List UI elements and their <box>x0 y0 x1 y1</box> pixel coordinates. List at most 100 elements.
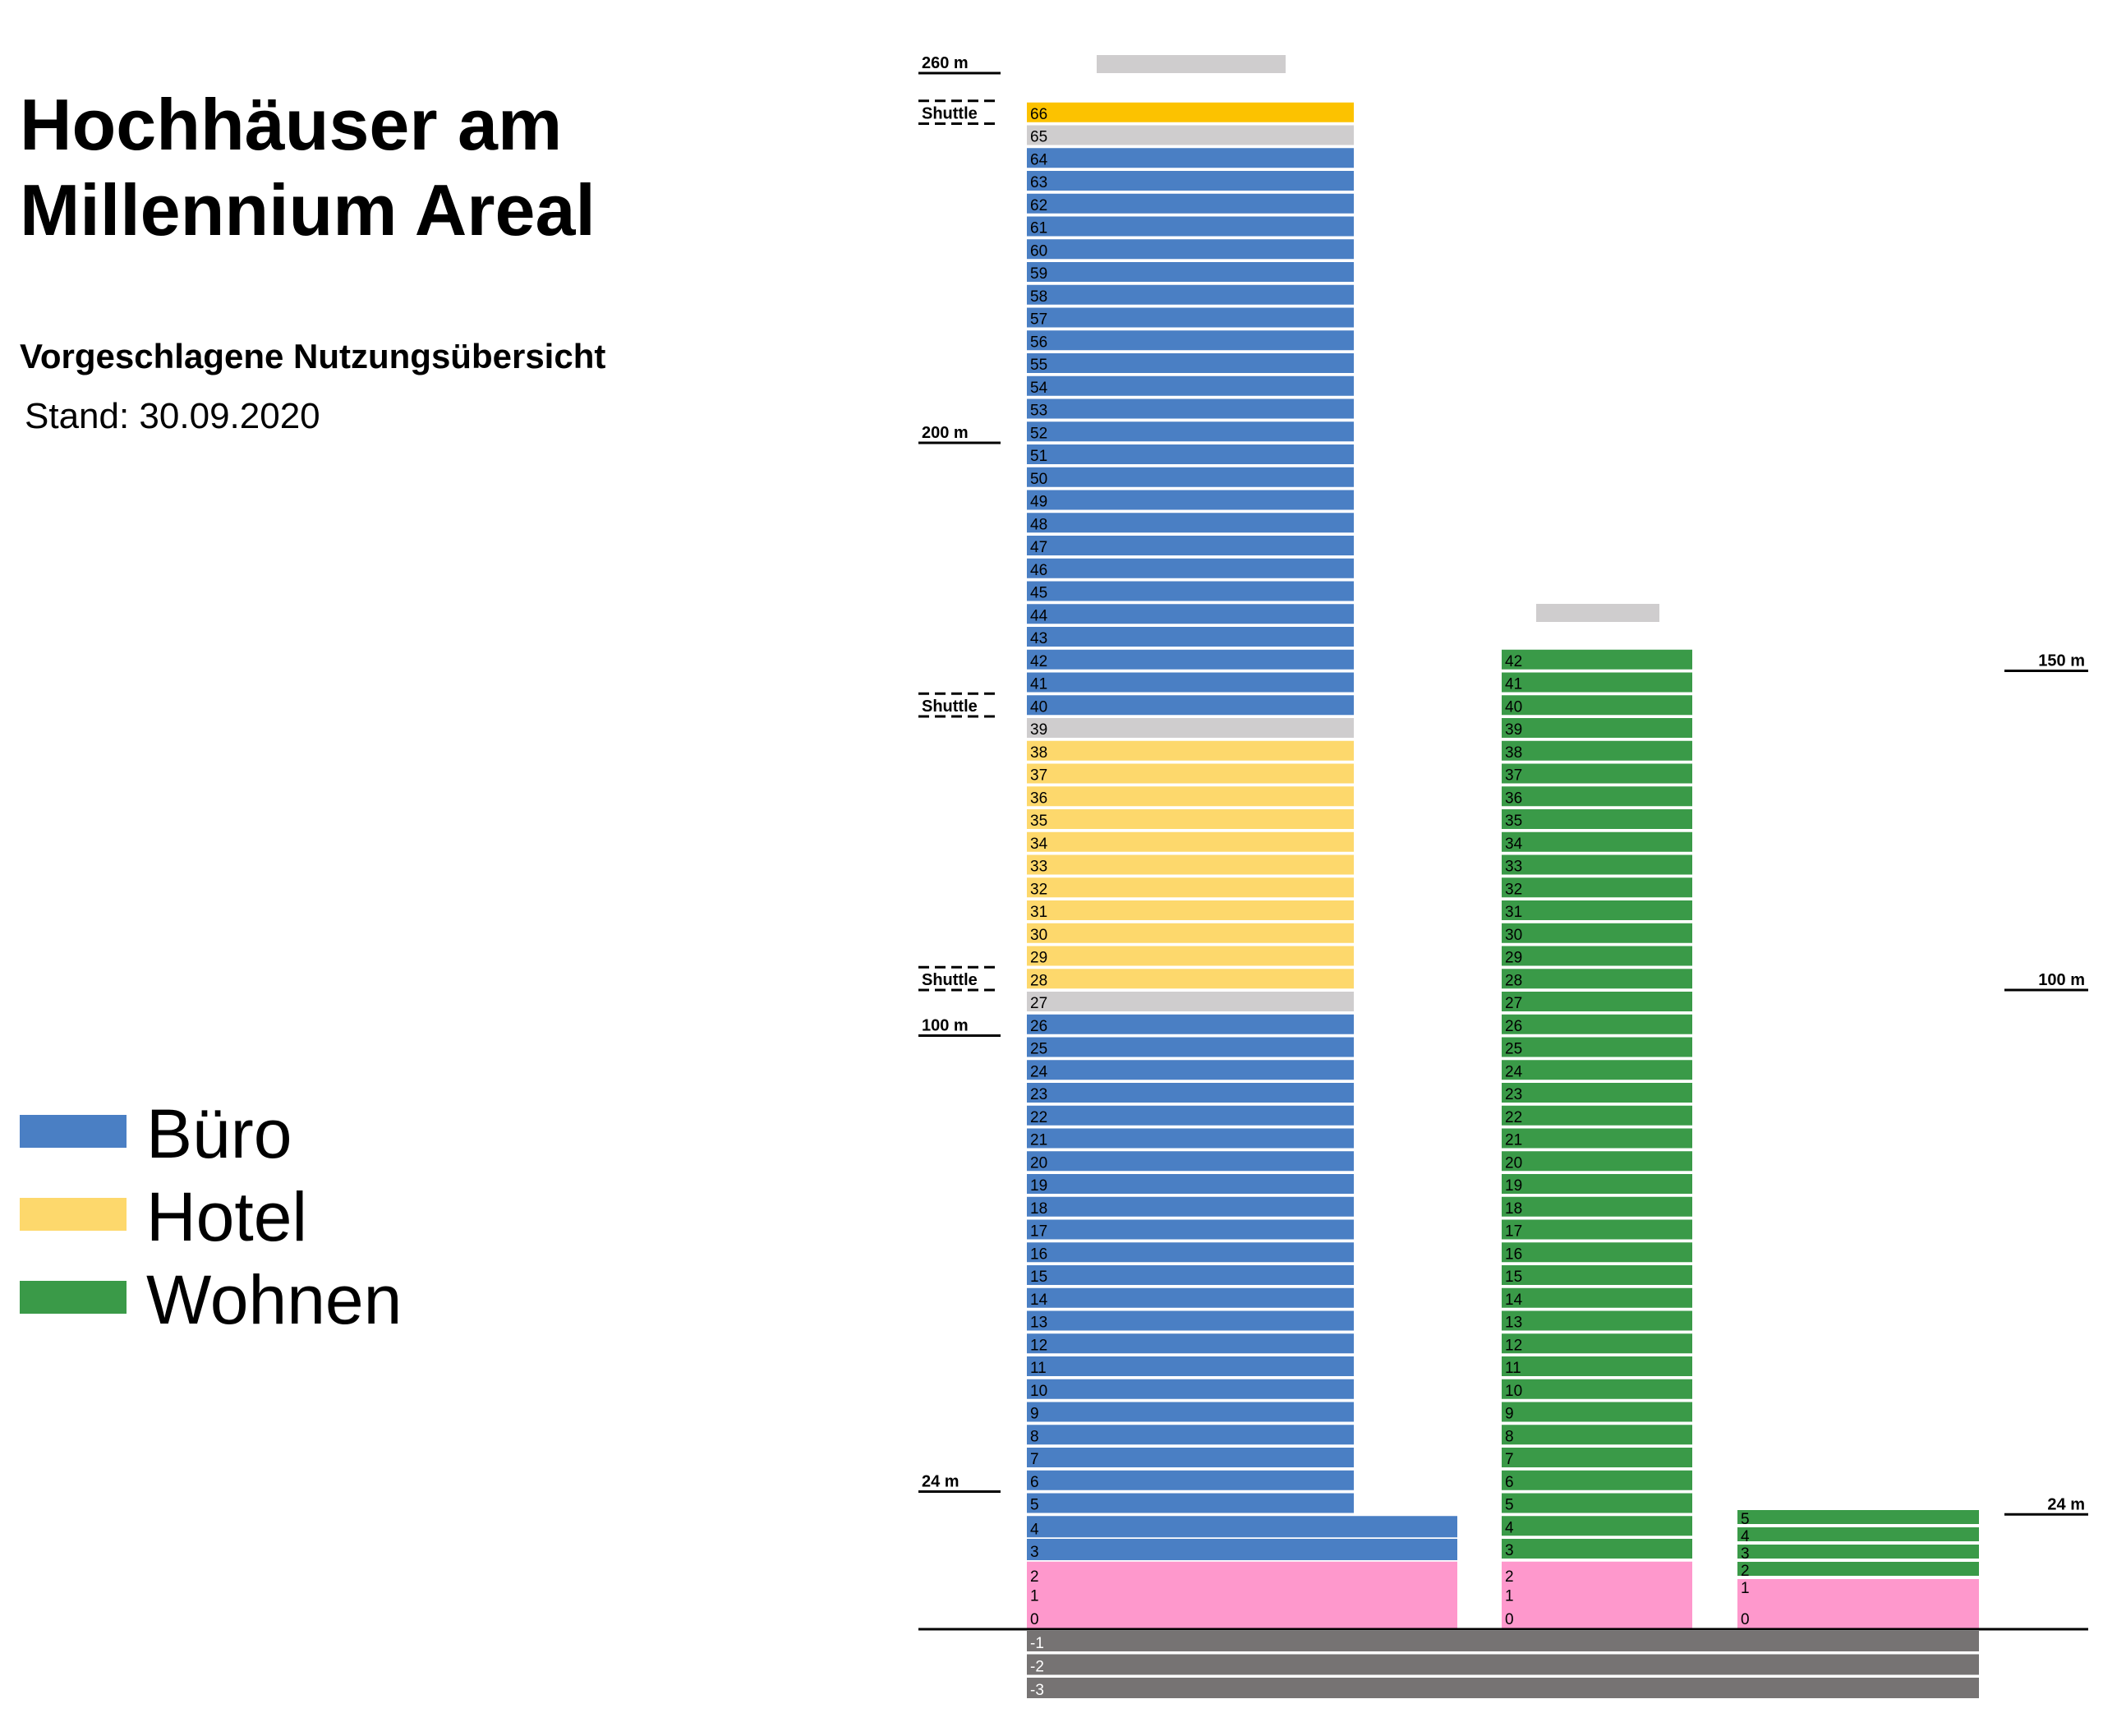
tower-2-floor-31: 31 <box>1502 900 1692 921</box>
tower-1-floor-8: 8 <box>1027 1425 1354 1445</box>
floor-bar <box>1027 1060 1354 1080</box>
floor-label: 9 <box>1505 1406 1514 1423</box>
floor-bar <box>1027 877 1354 898</box>
floor-bar <box>1027 1561 1457 1585</box>
floor-bar <box>1027 216 1354 237</box>
floor-bar <box>1027 307 1354 328</box>
floor-bar <box>1737 1510 1979 1524</box>
tower-2-floor-29: 29 <box>1502 946 1692 967</box>
floor-label: 3 <box>1741 1545 1750 1563</box>
floor-label: 41 <box>1030 676 1047 693</box>
tower-1-floor-32: 32 <box>1027 877 1354 898</box>
floor-label: 4 <box>1505 1519 1514 1536</box>
floor-label: 48 <box>1030 516 1047 533</box>
tower-1-floor-60: 60 <box>1027 239 1354 260</box>
marker-label: 260 m <box>922 54 969 72</box>
floor-bar <box>1502 672 1692 693</box>
floor-bar <box>1027 1174 1354 1194</box>
tower-1-floor-37: 37 <box>1027 763 1354 785</box>
floor-label: 30 <box>1030 927 1047 944</box>
floor-label: 25 <box>1030 1041 1047 1058</box>
floor-label: 11 <box>1505 1360 1521 1377</box>
floor-label: 12 <box>1505 1337 1522 1354</box>
floor-label: 27 <box>1030 995 1047 1012</box>
tower-2-floor-15: 15 <box>1502 1265 1692 1286</box>
tower-2-floor-8: 8 <box>1502 1425 1692 1445</box>
floor-bar <box>1027 1128 1354 1149</box>
tower-1-floor-7: 7 <box>1027 1448 1354 1468</box>
tower-1-floor-6: 6 <box>1027 1470 1354 1491</box>
floor-label: 36 <box>1030 790 1047 807</box>
tower-1-floor-55: 55 <box>1027 353 1354 374</box>
floor-label: 15 <box>1505 1269 1522 1286</box>
floor-bar <box>1502 740 1692 761</box>
floor-label: 0 <box>1030 1611 1039 1628</box>
tower-2-floor-30: 30 <box>1502 923 1692 944</box>
floor-label: 42 <box>1505 653 1522 670</box>
floor-label: 11 <box>1030 1360 1047 1377</box>
tower-1-floor-27: 27 <box>1027 992 1354 1012</box>
podium-floor-4: 4 <box>1027 1516 1457 1538</box>
tower-1-floor-29: 29 <box>1027 946 1354 967</box>
legend-label-wohnen: Wohnen <box>146 1261 403 1338</box>
tower-1-floor-12: 12 <box>1027 1333 1354 1354</box>
tower-2-floor-21: 21 <box>1502 1128 1692 1149</box>
tower-1-floor-21: 21 <box>1027 1128 1354 1149</box>
floor-label: 1 <box>1030 1588 1039 1605</box>
marker-label: 200 m <box>922 424 969 442</box>
floor-label: 7 <box>1030 1451 1039 1468</box>
height-marker-right-0: 150 m <box>2004 652 2088 672</box>
tower-1-floor-40: 40 <box>1027 695 1354 716</box>
floor-label: 6 <box>1030 1474 1039 1491</box>
basement-level-minus-1: -1 <box>1027 1631 1979 1652</box>
tower-1-floor-15: 15 <box>1027 1265 1354 1286</box>
floor-bar <box>1027 1516 1457 1538</box>
tower-1-floor-24: 24 <box>1027 1060 1354 1080</box>
building-3-floor-2: 2 <box>1737 1562 1979 1580</box>
floor-bar <box>1027 1083 1354 1103</box>
floor-bar <box>1027 1265 1354 1285</box>
floor-bar <box>1027 375 1354 396</box>
floor-bar <box>1502 969 1692 989</box>
floor-label: 2 <box>1505 1568 1514 1586</box>
tower-1-floor-46: 46 <box>1027 558 1354 579</box>
floor-label: 5 <box>1505 1497 1514 1514</box>
tower-2-floor-39: 39 <box>1502 718 1692 739</box>
tower-1-floor-31: 31 <box>1027 900 1354 921</box>
tower-1-floor-39: 39 <box>1027 718 1354 739</box>
floor-label: 49 <box>1030 494 1047 511</box>
height-marker-left-1: Shuttle <box>918 99 1001 125</box>
tower-1-floor-11: 11 <box>1027 1356 1354 1377</box>
floor-bar <box>1027 1333 1354 1354</box>
floor-label: 32 <box>1030 881 1047 898</box>
floor-label: 8 <box>1505 1428 1514 1445</box>
tower-1-floor-66: 66 <box>1027 102 1354 123</box>
tower-2-floor-18: 18 <box>1502 1196 1692 1218</box>
floor-bar <box>1027 695 1354 716</box>
floor-label: 33 <box>1030 859 1047 876</box>
tower-1-floor-45: 45 <box>1027 581 1354 602</box>
tower-2-floor-28: 28 <box>1502 969 1692 989</box>
floor-label: 58 <box>1030 288 1047 306</box>
tower-2-floor-7: 7 <box>1502 1448 1692 1468</box>
tower-1-floor-42: 42 <box>1027 649 1354 670</box>
floor-label: 50 <box>1030 471 1047 488</box>
floor-label: 29 <box>1505 950 1522 967</box>
floor-bar <box>1027 1151 1354 1172</box>
floor-bar <box>1502 786 1692 807</box>
legend-label-buero: Büro <box>146 1095 292 1172</box>
floor-bar <box>1737 1562 1979 1576</box>
floor-bar <box>1027 330 1354 351</box>
marker-label: 100 m <box>2038 971 2085 989</box>
tower-1-floor-54: 54 <box>1027 375 1354 397</box>
height-marker-right-1: 100 m <box>2004 971 2088 992</box>
tower-2-floor-3: 3 <box>1502 1539 1692 1559</box>
floor-bar <box>1027 809 1354 829</box>
floor-label: 60 <box>1030 242 1047 260</box>
floor-label: 56 <box>1030 334 1047 351</box>
floor-label: 45 <box>1030 585 1047 602</box>
floor-bar <box>1027 604 1354 624</box>
floor-bar <box>1027 740 1354 761</box>
floor-bar <box>1027 763 1354 784</box>
height-marker-left-3: Shuttle <box>918 692 1001 718</box>
